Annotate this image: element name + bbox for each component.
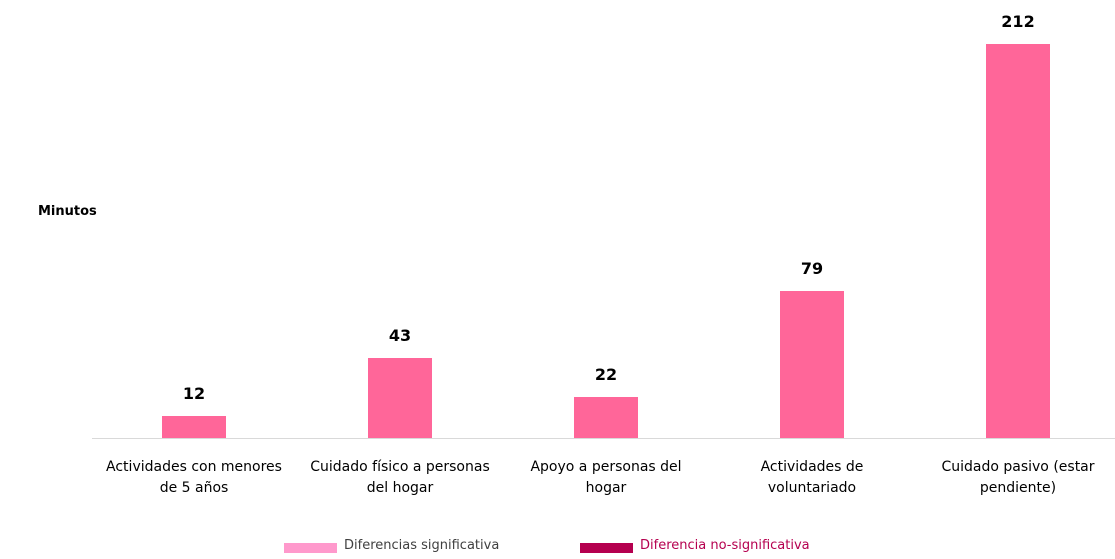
legend-swatch	[580, 543, 633, 553]
bar	[368, 358, 432, 438]
legend-label: Diferencia no-significativa	[640, 538, 810, 553]
value-label: 22	[594, 365, 618, 385]
x-tick-label: Cuidado pasivo (estar pendiente)	[941, 459, 1095, 496]
x-tick-label: Actividades de voluntariado	[760, 459, 864, 496]
bar	[574, 397, 638, 438]
legend-swatch	[284, 543, 337, 553]
value-label: 79	[800, 259, 824, 279]
bar	[780, 291, 844, 438]
x-tick-label: Apoyo a personas del hogar	[530, 459, 682, 496]
x-tick-label: Cuidado físico a personas del hogar	[310, 459, 490, 496]
legend-label: Diferencias significativa	[344, 538, 500, 553]
bar	[162, 415, 226, 438]
value-label: 12	[182, 383, 206, 403]
value-label: 212	[1001, 12, 1035, 31]
y-axis-label: Minutos	[38, 204, 97, 219]
x-axis-line	[92, 438, 1115, 439]
value-label: 43	[388, 326, 412, 346]
x-tick-label: Actividades con menores de 5 años	[106, 459, 282, 496]
bar	[986, 44, 1050, 438]
